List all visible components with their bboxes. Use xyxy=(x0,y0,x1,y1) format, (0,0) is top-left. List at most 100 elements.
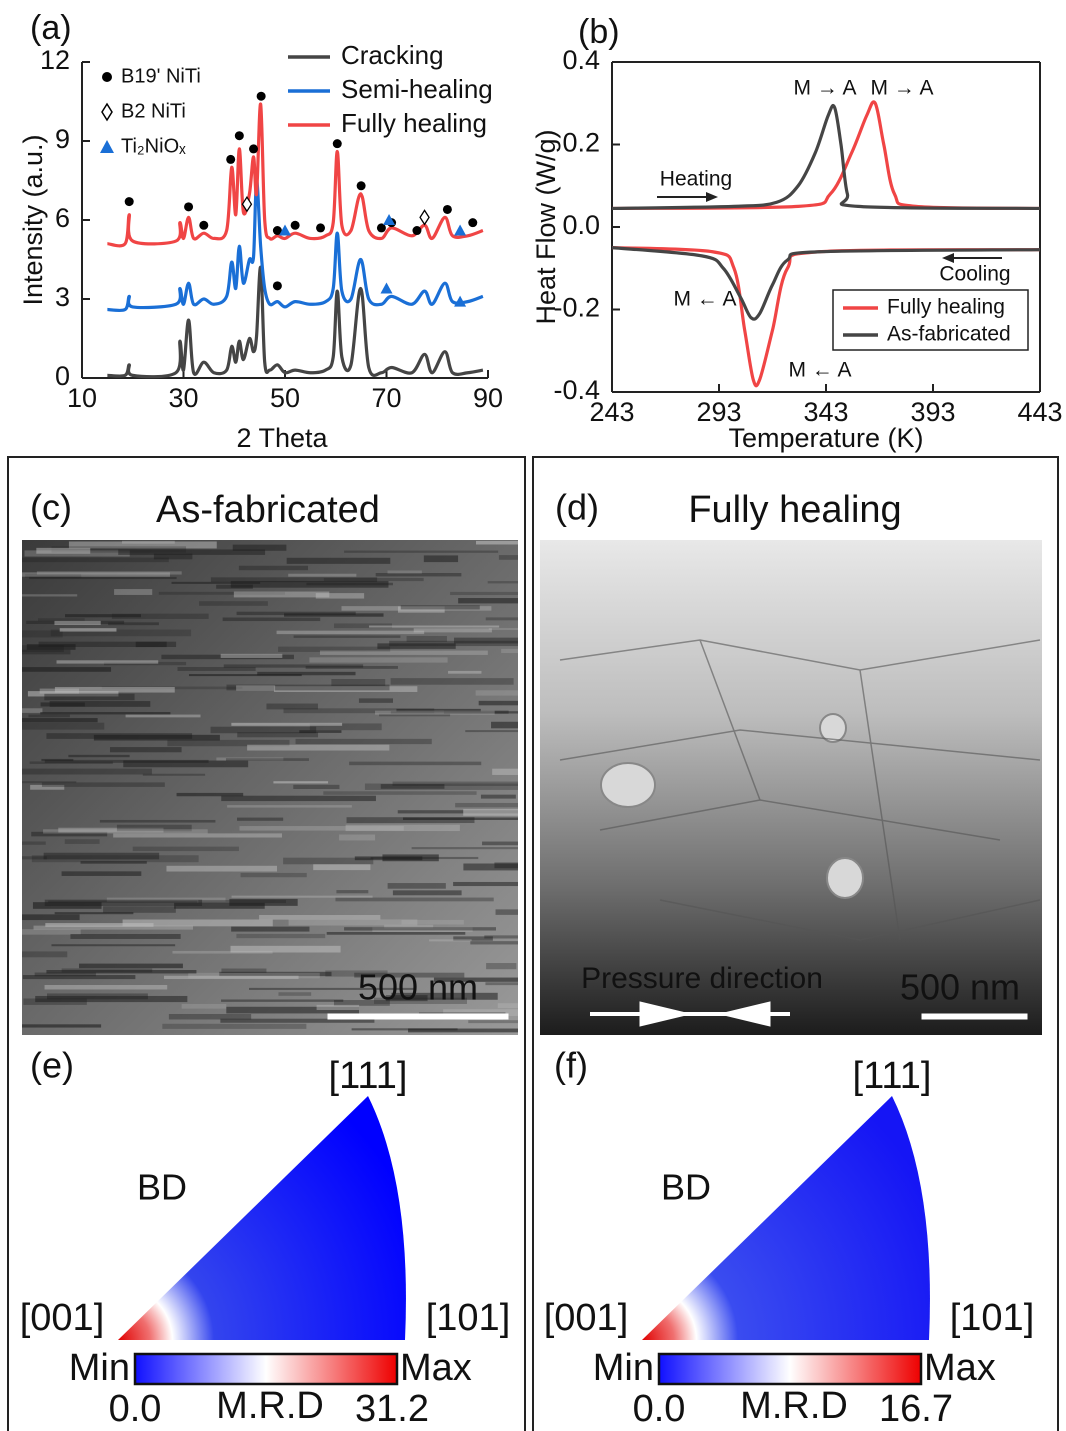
texture xyxy=(177,666,256,671)
texture xyxy=(299,730,342,733)
colorbar-quantity: M.R.D xyxy=(740,1385,848,1427)
texture xyxy=(226,1006,360,1014)
texture xyxy=(36,571,182,575)
texture xyxy=(273,686,418,692)
annotation: M → A xyxy=(793,77,856,100)
texture xyxy=(484,935,518,939)
data-line xyxy=(107,265,484,379)
texture xyxy=(391,992,498,1000)
texture xyxy=(384,924,434,929)
texture xyxy=(374,997,467,1004)
texture xyxy=(236,611,356,616)
texture xyxy=(225,758,309,761)
texture xyxy=(230,580,389,588)
texture xyxy=(364,783,518,790)
texture xyxy=(326,931,466,935)
texture xyxy=(485,617,518,621)
texture xyxy=(397,606,445,613)
texture xyxy=(113,833,282,838)
texture xyxy=(309,723,382,731)
data-line xyxy=(107,102,484,248)
texture xyxy=(164,975,299,980)
texture xyxy=(26,620,125,625)
x-axis-label: 2 Theta xyxy=(236,423,328,453)
texture xyxy=(230,945,341,953)
x-tick-label: 70 xyxy=(371,383,401,413)
y-tick-label: -0.4 xyxy=(553,375,600,405)
colorbar-max: 31.2 xyxy=(355,1388,429,1430)
annotation: M ← A xyxy=(673,288,736,311)
texture xyxy=(22,718,98,723)
peak-marker xyxy=(442,204,452,214)
texture xyxy=(341,606,492,611)
legend-label: B2 NiTi xyxy=(121,100,186,122)
texture xyxy=(411,847,518,850)
peak-marker xyxy=(356,181,366,191)
texture xyxy=(198,899,286,904)
texture xyxy=(38,618,85,622)
texture xyxy=(397,810,518,814)
x-tick-label: 90 xyxy=(473,383,503,413)
annotation: Heating xyxy=(660,168,732,191)
texture xyxy=(31,831,108,837)
texture xyxy=(43,852,160,860)
scale-bars xyxy=(327,1001,1028,1027)
texture xyxy=(377,643,456,649)
texture xyxy=(450,591,518,596)
direction-label: [111] xyxy=(853,1055,932,1097)
texture xyxy=(475,690,518,696)
texture xyxy=(22,645,64,653)
texture xyxy=(232,544,287,551)
colorbar-max-label: Max xyxy=(400,1347,472,1389)
texture xyxy=(135,641,167,648)
texture xyxy=(44,984,168,990)
panel-label: (e) xyxy=(30,1045,74,1086)
direction-label: [001] xyxy=(20,1297,105,1339)
texture xyxy=(223,664,364,668)
panel-label: (d) xyxy=(555,487,599,528)
ipf-triangle xyxy=(642,1096,930,1340)
texture xyxy=(293,784,340,790)
texture xyxy=(171,581,261,584)
texture xyxy=(492,768,518,775)
texture xyxy=(316,1004,360,1011)
texture xyxy=(210,726,317,734)
texture xyxy=(22,929,81,935)
texture xyxy=(293,635,401,638)
texture xyxy=(174,902,265,909)
texture xyxy=(29,576,177,580)
texture xyxy=(468,1020,518,1024)
grain-boundaries xyxy=(559,639,1041,941)
texture xyxy=(379,713,451,717)
texture xyxy=(46,969,197,974)
texture xyxy=(132,846,239,852)
texture xyxy=(65,614,141,618)
texture xyxy=(28,714,70,718)
texture xyxy=(108,622,159,626)
colorbar-quantity: M.R.D xyxy=(216,1385,324,1427)
y-tick-label: 6 xyxy=(55,203,70,233)
texture xyxy=(162,1023,307,1029)
annotation: Pressure direction xyxy=(581,962,823,995)
texture xyxy=(346,817,475,824)
texture xyxy=(233,591,330,598)
texture xyxy=(22,649,71,655)
texture xyxy=(380,784,445,789)
panel-label: (b) xyxy=(578,13,620,51)
texture xyxy=(433,977,518,982)
texture xyxy=(231,722,343,726)
peak-marker xyxy=(454,224,467,236)
peak-marker xyxy=(468,218,478,228)
texture xyxy=(470,941,518,945)
texture xyxy=(231,926,310,932)
axis-label: BD xyxy=(661,1167,711,1208)
texture xyxy=(56,660,159,664)
peak-marker xyxy=(234,131,244,141)
texture xyxy=(257,671,356,676)
texture xyxy=(387,883,446,889)
legend-marker xyxy=(100,140,114,153)
texture xyxy=(35,995,188,1003)
texture xyxy=(220,1018,375,1023)
texture xyxy=(413,628,492,633)
texture xyxy=(51,546,187,553)
